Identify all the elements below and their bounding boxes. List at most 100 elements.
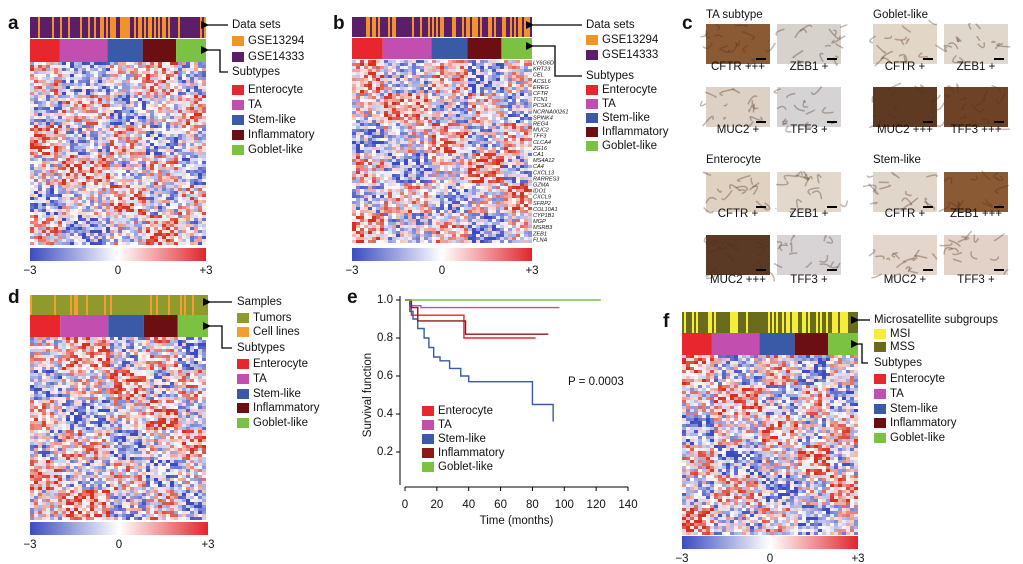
heatmap-cell [98,176,102,179]
heatmap-cell [472,126,476,129]
heatmap-cell [444,66,448,69]
heatmap-cell [452,183,456,186]
heatmap-cell [178,158,182,161]
heatmap-cell [492,168,496,171]
heatmap-cell [102,137,106,140]
heatmap-cell [396,90,400,93]
heatmap-cell [134,119,138,122]
heatmap-cell [102,143,106,146]
heatmap-cell [190,203,194,206]
heatmap-cell [102,170,106,173]
heatmap-cell [476,114,480,117]
heatmap-cell [400,132,404,135]
heatmap-cell [476,129,480,132]
heatmap-cell [524,180,528,183]
heatmap-cell [404,153,408,156]
heatmap-cell [118,227,122,230]
heatmap-cell [130,152,134,155]
heatmap-cell [472,108,476,111]
heatmap-cell [372,162,376,165]
heatmap-cell [94,98,98,101]
heatmap-cell [512,195,516,198]
heatmap-cell [122,65,126,68]
heatmap-cell [58,233,62,236]
heatmap-cell [480,81,484,84]
heatmap-cell [468,81,472,84]
heatmap-cell [46,65,50,68]
heatmap-cell [360,129,364,132]
heatmap-cell [448,63,452,66]
heatmap-cell [54,62,58,65]
heatmap-cell [102,146,106,149]
heatmap-cell [356,183,360,186]
heatmap-cell [190,77,194,80]
heatmap-cell [448,66,452,69]
heatmap-cell [158,221,162,224]
heatmap-cell [158,128,162,131]
heatmap-cell [452,165,456,168]
heatmap-cell [528,117,532,120]
heatmap-cell [74,197,78,200]
heatmap-cell [500,168,504,171]
heatmap-cell [412,105,416,108]
heatmap-cell [460,186,464,189]
heatmap-cell [524,111,528,114]
heatmap-cell [118,119,122,122]
heatmap-cell [146,83,150,86]
heatmap-cell [416,192,420,195]
heatmap-cell [170,68,174,71]
heatmap-cell [70,146,74,149]
heatmap-cell [138,149,142,152]
heatmap-cell [194,203,198,206]
heatmap-cell [98,179,102,182]
heatmap-cell [432,69,436,72]
heatmap-cell [102,164,106,167]
annotation-stripe [168,17,170,38]
heatmap-cell [400,186,404,189]
heatmap-cell [432,147,436,150]
heatmap-cell [50,101,54,104]
heatmap-cell [476,60,480,63]
heatmap-cell [30,116,34,119]
heatmap-cell [30,119,34,122]
heatmap-cell [146,137,150,140]
heatmap-cell [198,233,202,236]
heatmap-cell [440,177,444,180]
heatmap-cell [66,221,70,224]
heatmap-cell [416,153,420,156]
heatmap-cell [500,114,504,117]
heatmap-cell [74,107,78,110]
heatmap-cell [122,98,126,101]
heatmap-cell [158,215,162,218]
heatmap-cell [30,236,34,239]
heatmap-cell [70,152,74,155]
heatmap-cell [360,177,364,180]
heatmap-cell [492,156,496,159]
heatmap-cell [420,132,424,135]
heatmap-cell [476,156,480,159]
heatmap-cell [356,81,360,84]
heatmap-cell [520,72,524,75]
heatmap-cell [54,161,58,164]
heatmap-cell [114,98,118,101]
heatmap-cell [496,66,500,69]
heatmap-cell [186,101,190,104]
heatmap-cell [186,116,190,119]
heatmap-cell [496,189,500,192]
heatmap-cell [380,102,384,105]
heatmap-cell [380,195,384,198]
heatmap-cell [94,179,98,182]
heatmap-cell [50,173,54,176]
heatmap-cell [82,224,86,227]
heatmap-cell [70,221,74,224]
heatmap-cell [456,132,460,135]
heatmap-cell [154,182,158,185]
heatmap-cell [86,152,90,155]
heatmap-cell [420,84,424,87]
heatmap-cell [34,215,38,218]
heatmap-cell [508,189,512,192]
heatmap-cell [194,89,198,92]
heatmap-cell [162,239,166,242]
heatmap-cell [408,132,412,135]
heatmap-cell [134,188,138,191]
